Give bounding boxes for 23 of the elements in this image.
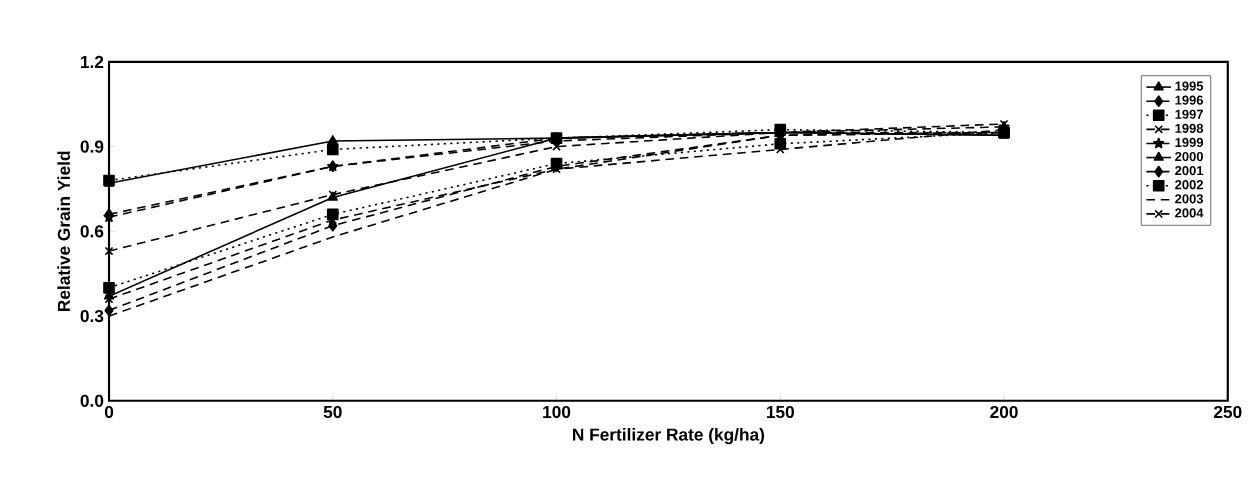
legend-label: 1999	[1175, 137, 1204, 148]
x-tick-label: 100	[543, 405, 571, 419]
legend-label: 1998	[1175, 123, 1204, 133]
legend-label: 2004	[1175, 208, 1204, 218]
y-tick-label: 0.6	[80, 225, 104, 238]
x-tick-label: 150	[766, 405, 794, 419]
legend-label: 1995	[1175, 81, 1204, 91]
y-tick-label: 0.9	[80, 140, 104, 153]
legend-label: 2001	[1175, 166, 1204, 176]
x-tick-label: 200	[990, 405, 1018, 419]
legend-label: 2003	[1175, 194, 1204, 204]
x-axis-title: N Fertilizer Rate (kg/ha)	[573, 428, 765, 445]
x-tick-label: 250	[1213, 405, 1242, 419]
y-tick-label: 0.0	[80, 394, 104, 407]
y-tick-label: 0.3	[80, 309, 104, 323]
legend-label: 1997	[1175, 109, 1203, 119]
legend-label: 2002	[1175, 180, 1203, 190]
x-tick-label: 0	[104, 405, 114, 419]
legend-label: 2000	[1175, 151, 1203, 162]
legend-label: 1996	[1175, 95, 1204, 105]
x-tick-label: 50	[323, 405, 342, 419]
y-axis-title: Relative Grain Yield	[57, 151, 70, 312]
y-tick-label: 1.2	[80, 55, 104, 68]
